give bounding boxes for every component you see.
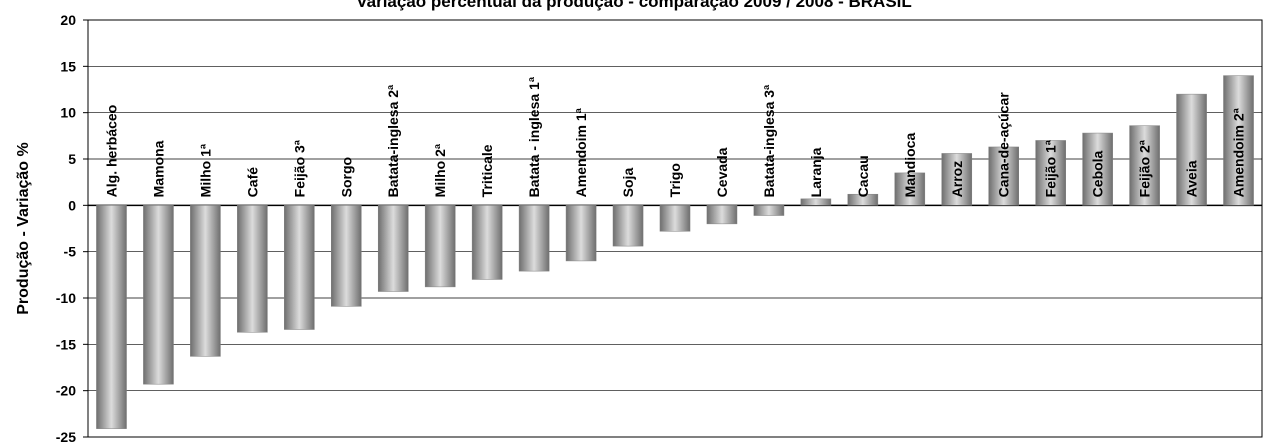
category-label: Amendoim 1ª (573, 107, 589, 197)
category-label: Feijão 2ª (1137, 139, 1153, 197)
category-label: Amendoim 2ª (1231, 107, 1247, 197)
bar (331, 205, 362, 307)
category-label: Batata-inglesa 3ª (761, 84, 777, 197)
bar (471, 205, 503, 280)
y-tick-label: 10 (60, 105, 76, 121)
bar (1223, 75, 1254, 206)
category-label: Milho 1ª (197, 143, 213, 197)
category-label: Triticale (479, 144, 495, 197)
bar (706, 205, 738, 225)
bar (659, 205, 691, 232)
bar (800, 198, 832, 206)
bar (988, 146, 1019, 206)
category-label: Trigo (667, 163, 683, 197)
category-label: Cana-de-açúcar (996, 92, 1012, 198)
category-label: Mamona (150, 140, 166, 197)
bar (518, 205, 550, 272)
bar (143, 205, 174, 385)
category-label: Milho 2ª (432, 143, 448, 197)
category-label: Batata - inglesa 1ª (526, 76, 542, 197)
y-axis-label: Produção - Variação % (15, 142, 32, 315)
bar (847, 193, 879, 206)
category-label: Aveia (1184, 160, 1200, 197)
category-label: Feijão 3ª (291, 139, 307, 197)
y-tick-label: -15 (56, 336, 76, 352)
y-tick-label: -25 (56, 429, 76, 445)
bar (894, 172, 926, 206)
bar (565, 205, 597, 262)
category-label: Cebola (1090, 150, 1106, 197)
category-label: Mandioca (902, 133, 918, 198)
category-label: Café (244, 167, 260, 198)
bar (1129, 125, 1160, 206)
category-label: Alg. herbáceo (103, 105, 119, 198)
y-tick-label: 20 (60, 12, 76, 28)
bar (237, 205, 268, 333)
y-tick-label: -10 (56, 290, 76, 306)
category-label: Batata-inglesa 2ª (385, 84, 401, 197)
category-label: Laranja (808, 147, 824, 197)
category-label: Soja (620, 168, 636, 198)
category-label: Cacau (855, 155, 871, 197)
y-tick-label: 15 (60, 58, 76, 74)
y-tick-label: 5 (68, 151, 76, 167)
bar (612, 205, 644, 247)
y-tick-label: -5 (64, 244, 77, 260)
bar (1082, 132, 1113, 206)
bar (424, 205, 456, 288)
bar (96, 205, 127, 429)
category-label: Arroz (949, 161, 965, 198)
bar (1035, 140, 1066, 206)
chart-title: Variação percentual da produção - compar… (356, 0, 912, 11)
bar (377, 205, 409, 292)
y-tick-label: 0 (68, 197, 76, 213)
bar (284, 205, 315, 330)
category-label: Feijão 1ª (1043, 139, 1059, 197)
category-label: Cevada (714, 147, 730, 197)
bar (941, 153, 973, 206)
category-label: Sorgo (338, 157, 354, 197)
bar (1176, 93, 1207, 206)
bar (753, 205, 785, 216)
bar (190, 205, 221, 357)
y-tick-label: -20 (56, 383, 76, 399)
